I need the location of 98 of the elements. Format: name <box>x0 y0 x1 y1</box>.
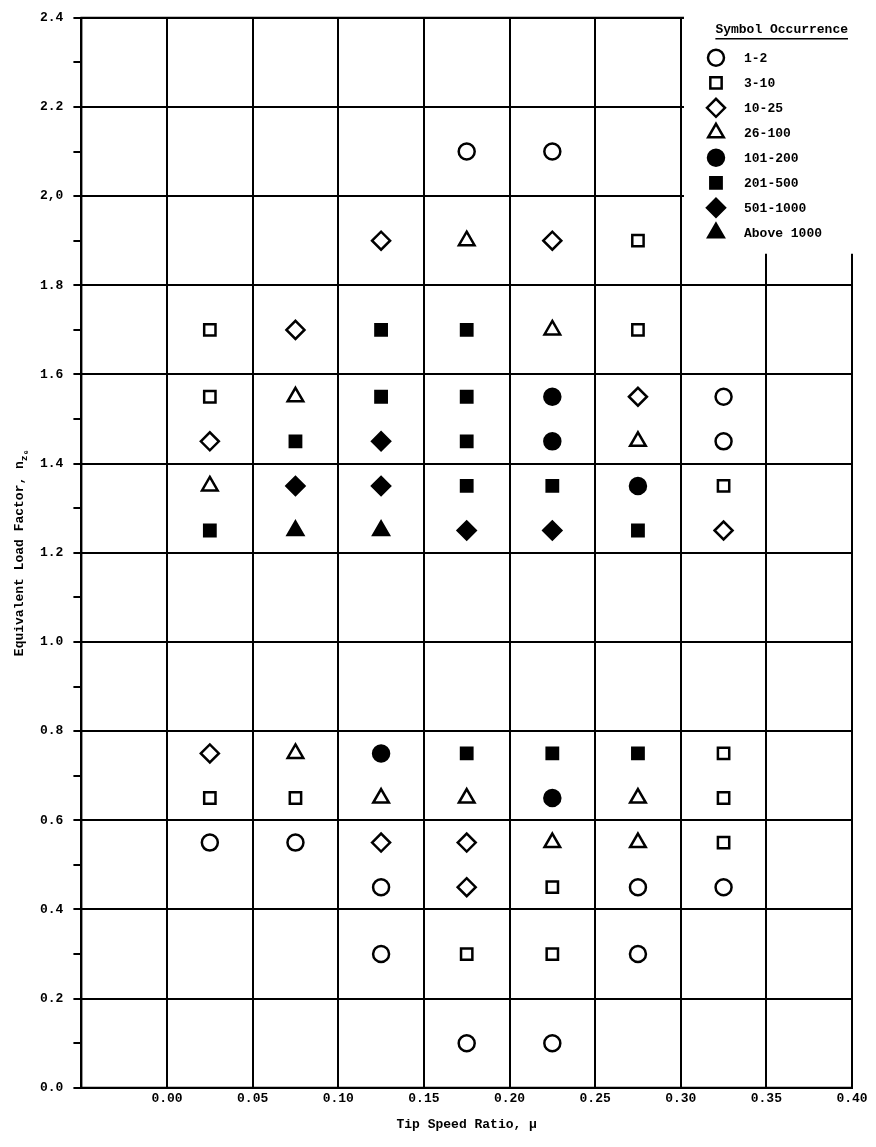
legend-label: 201-500 <box>743 176 799 192</box>
point <box>628 431 647 448</box>
x-tick-label: 0.25 <box>579 1090 611 1106</box>
point <box>370 230 392 251</box>
legend-title: Symbol Occurrence <box>715 22 849 38</box>
point <box>714 432 733 451</box>
point <box>545 479 560 493</box>
point <box>628 944 648 964</box>
legend-label: 501-1000 <box>743 201 807 217</box>
point <box>456 876 477 898</box>
point <box>543 387 562 407</box>
point <box>542 520 563 541</box>
y-tick-label: 0.2 <box>40 990 64 1006</box>
point <box>459 947 474 961</box>
point <box>631 233 645 248</box>
x-tick-label: 0.15 <box>408 1090 440 1106</box>
point <box>288 434 303 449</box>
legend-label: Above 1000 <box>743 226 823 242</box>
x-tick-label: 0.35 <box>750 1090 783 1106</box>
x-tick-label: 0.40 <box>836 1090 868 1106</box>
point <box>543 142 562 161</box>
legend-label: 10-25 <box>743 101 784 117</box>
point <box>285 319 306 341</box>
point <box>199 743 221 764</box>
x-tick-label: 0.20 <box>493 1090 526 1106</box>
point <box>459 322 474 337</box>
y-tick-label: 0.4 <box>40 901 64 917</box>
legend-label: 101-200 <box>743 151 799 167</box>
point <box>631 523 645 538</box>
point <box>457 1033 476 1053</box>
point <box>543 432 562 451</box>
point <box>459 389 474 404</box>
x-tick-label: 0.05 <box>237 1090 269 1106</box>
legend-label: 1-2 <box>743 51 768 67</box>
point <box>202 791 217 805</box>
point <box>627 386 649 408</box>
point <box>714 877 733 897</box>
point <box>199 431 221 452</box>
point <box>202 389 217 404</box>
point <box>286 833 305 852</box>
point <box>202 322 217 337</box>
point <box>459 434 474 449</box>
point <box>716 479 731 493</box>
point <box>628 476 648 496</box>
point <box>456 520 477 541</box>
point <box>371 877 391 897</box>
point <box>545 746 560 761</box>
point <box>713 520 734 541</box>
y-tick-label: 0.8 <box>40 723 64 739</box>
point <box>459 479 474 493</box>
point <box>543 832 562 849</box>
point <box>542 230 563 251</box>
y-tick-label: 0.0 <box>40 1080 64 1096</box>
point <box>714 387 733 407</box>
y-tick-label: 1.8 <box>40 277 64 293</box>
legend-label: 26-100 <box>743 126 791 142</box>
point <box>628 832 647 849</box>
point <box>371 944 391 964</box>
y-tick-label: 2.4 <box>40 10 64 26</box>
x-axis-title: Tip Speed Ratio, μ <box>396 1117 538 1133</box>
point <box>202 523 217 538</box>
point <box>716 835 731 850</box>
y-tick-label: 2,0 <box>40 188 64 204</box>
point <box>200 833 220 852</box>
y-tick-label: 1.6 <box>40 366 64 382</box>
point <box>371 744 391 763</box>
point <box>631 746 645 761</box>
point <box>716 791 731 805</box>
point <box>370 832 392 853</box>
point <box>374 389 388 404</box>
point <box>372 520 391 537</box>
point <box>286 520 305 537</box>
x-tick-label: 0.10 <box>322 1090 355 1106</box>
point <box>285 475 306 497</box>
point <box>370 431 392 452</box>
point <box>543 1033 562 1053</box>
point <box>456 832 477 853</box>
point <box>374 322 388 337</box>
y-tick-label: 0.6 <box>40 812 64 828</box>
y-axis-title: Equivalent Load Factor, nzₑ <box>12 449 30 657</box>
y-tick-label: 1.0 <box>40 634 64 650</box>
point <box>631 322 645 337</box>
legend-label: 3-10 <box>743 76 776 92</box>
point <box>545 880 560 895</box>
point <box>288 791 303 805</box>
point <box>286 743 305 760</box>
x-tick-label: 0.00 <box>151 1090 183 1106</box>
point <box>716 746 731 761</box>
y-tick-label: 1.4 <box>40 455 64 471</box>
point <box>459 746 474 761</box>
x-tick-label: 0.30 <box>665 1090 697 1106</box>
y-tick-label: 1.2 <box>40 545 64 561</box>
point <box>545 947 560 961</box>
y-tick-label: 2.2 <box>40 99 64 115</box>
point <box>457 142 476 161</box>
point <box>628 877 648 897</box>
point <box>543 788 562 808</box>
point <box>370 475 392 497</box>
